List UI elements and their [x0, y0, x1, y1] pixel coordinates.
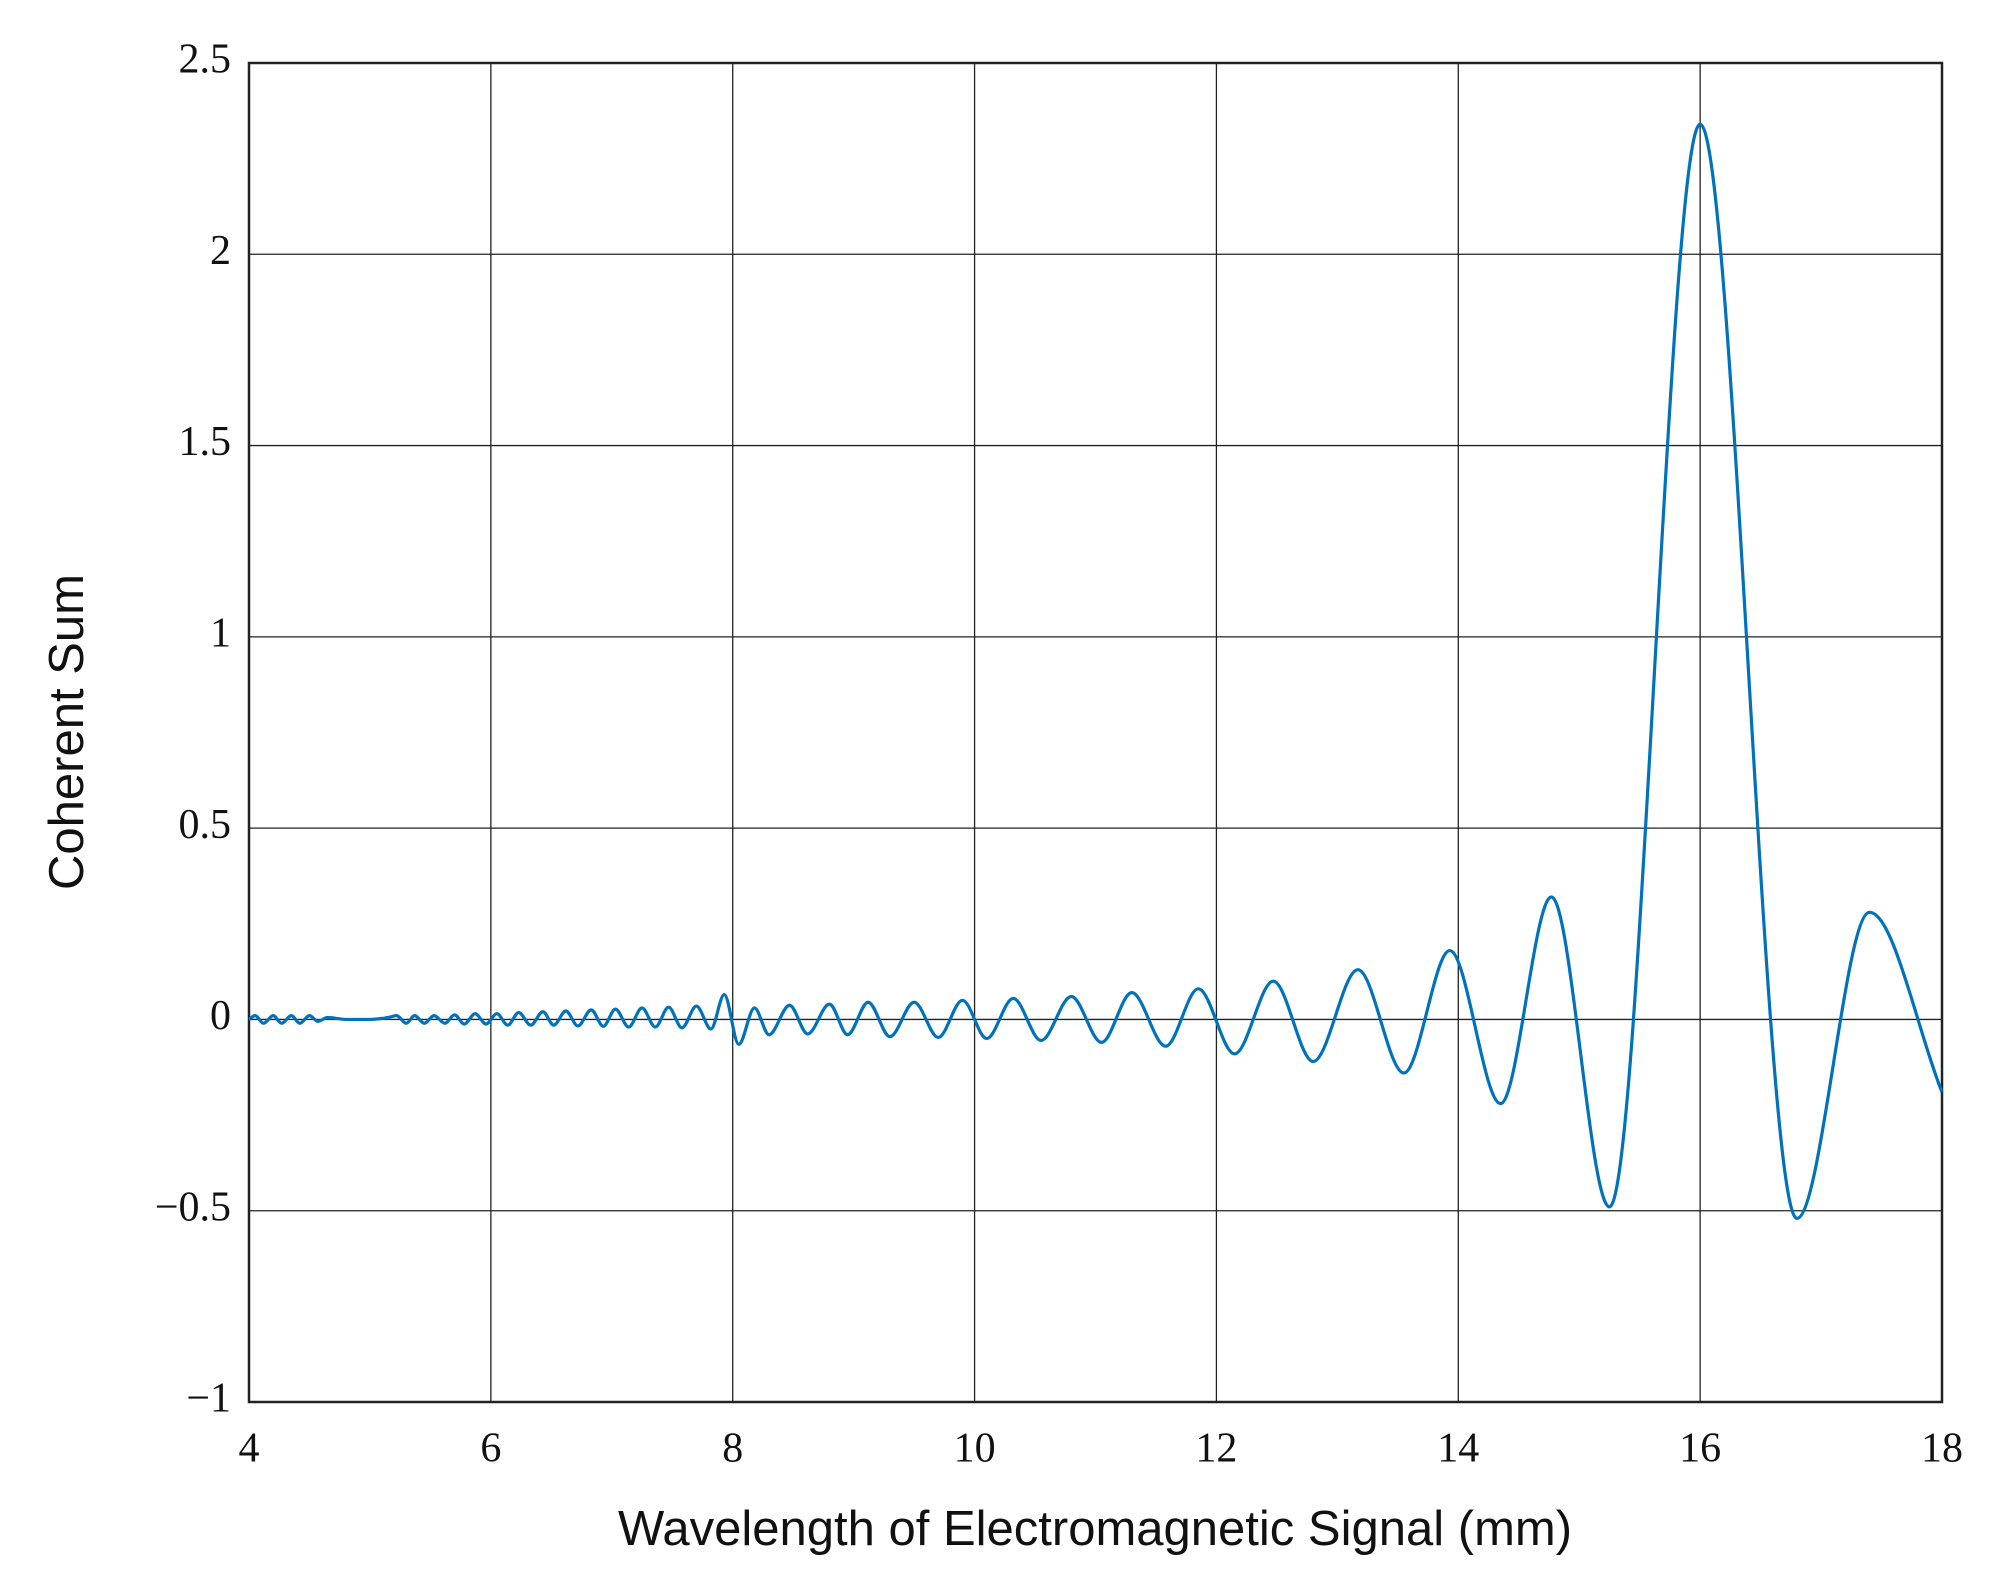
x-tick-label: 8 [722, 1426, 743, 1472]
y-tick-label: 0 [210, 993, 231, 1039]
x-tick-label: 10 [954, 1426, 996, 1472]
y-tick-label: 1.5 [179, 419, 232, 465]
y-tick-label: 2 [210, 228, 231, 274]
x-tick-label: 6 [480, 1426, 501, 1472]
x-tick-label: 12 [1195, 1426, 1237, 1472]
x-tick-label: 16 [1679, 1426, 1721, 1472]
data-line [248, 122, 1944, 1220]
plot-frame [247, 61, 1944, 1404]
y-tick-label: 2.5 [179, 37, 232, 83]
y-axis-label: Coherent Sum [40, 574, 94, 890]
x-tick-label: 14 [1437, 1426, 1479, 1472]
y-tick-label: 0.5 [179, 802, 232, 848]
y-tick-label: −0.5 [155, 1184, 231, 1230]
y-tick-label: 1 [210, 610, 231, 656]
x-tick-label: 4 [239, 1426, 260, 1472]
x-tick-label: 18 [1921, 1426, 1963, 1472]
x-axis-label: Wavelength of Electromagnetic Signal (mm… [618, 1502, 1572, 1556]
y-tick-label: −1 [186, 1376, 231, 1422]
